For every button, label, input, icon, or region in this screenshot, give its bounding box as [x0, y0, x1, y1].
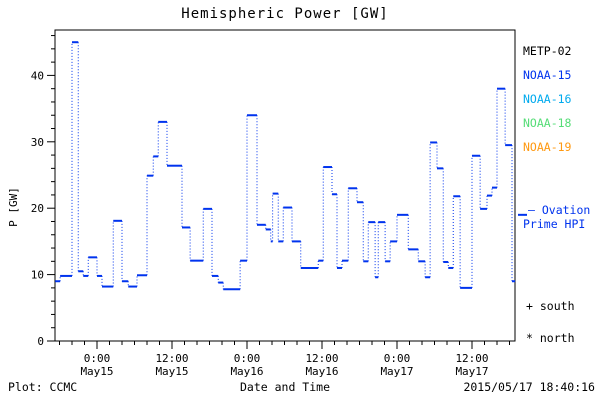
- plot-timestamp: 2015/05/17 18:40:16: [463, 380, 595, 394]
- ovation-prime-hpi-label: — Ovation Prime HPI: [517, 203, 590, 231]
- svg-text:30: 30: [31, 136, 44, 149]
- asterisk-symbol-icon: *: [526, 331, 533, 345]
- north-label: north: [539, 331, 575, 345]
- chart-title: Hemispheric Power [GW]: [181, 6, 389, 22]
- svg-text:May15: May15: [155, 365, 188, 378]
- svg-text:May16: May16: [305, 365, 338, 378]
- svg-text:0:00: 0:00: [384, 352, 411, 365]
- svg-text:0:00: 0:00: [234, 352, 261, 365]
- svg-text:12:00: 12:00: [155, 352, 188, 365]
- svg-text:May17: May17: [455, 365, 488, 378]
- north-marker-key: * north: [526, 331, 575, 345]
- svg-text:12:00: 12:00: [305, 352, 338, 365]
- south-label: south: [539, 299, 575, 313]
- svg-text:10: 10: [31, 269, 44, 282]
- svg-text:20: 20: [31, 202, 44, 215]
- svg-text:12:00: 12:00: [455, 352, 488, 365]
- svg-text:0: 0: [37, 335, 44, 348]
- svg-text:May15: May15: [80, 365, 113, 378]
- x-axis-label: Date and Time: [239, 380, 330, 394]
- y-axis-label: P [GW]: [7, 187, 20, 227]
- satellite-legend: METP-02 NOAA-15 NOAA-16 NOAA-18 NOAA-19: [523, 42, 571, 162]
- plot-source-label: Plot: CCMC: [8, 380, 78, 394]
- svg-text:0:00: 0:00: [84, 352, 111, 365]
- svg-text:May17: May17: [380, 365, 413, 378]
- svg-text:40: 40: [31, 69, 44, 82]
- legend-item-noaa-16: NOAA-16: [523, 92, 572, 106]
- legend-item-metp-02: METP-02: [523, 44, 572, 58]
- legend-item-noaa-15: NOAA-15: [523, 68, 572, 82]
- legend-item-noaa-18: NOAA-18: [523, 116, 572, 130]
- south-marker-key: + south: [526, 299, 575, 313]
- ovation-label-line1: — Ovation: [528, 203, 591, 217]
- svg-text:May16: May16: [230, 365, 263, 378]
- ovation-label-line2: Prime HPI: [523, 217, 586, 231]
- plus-symbol-icon: +: [526, 299, 533, 313]
- legend-item-noaa-19: NOAA-19: [523, 140, 572, 154]
